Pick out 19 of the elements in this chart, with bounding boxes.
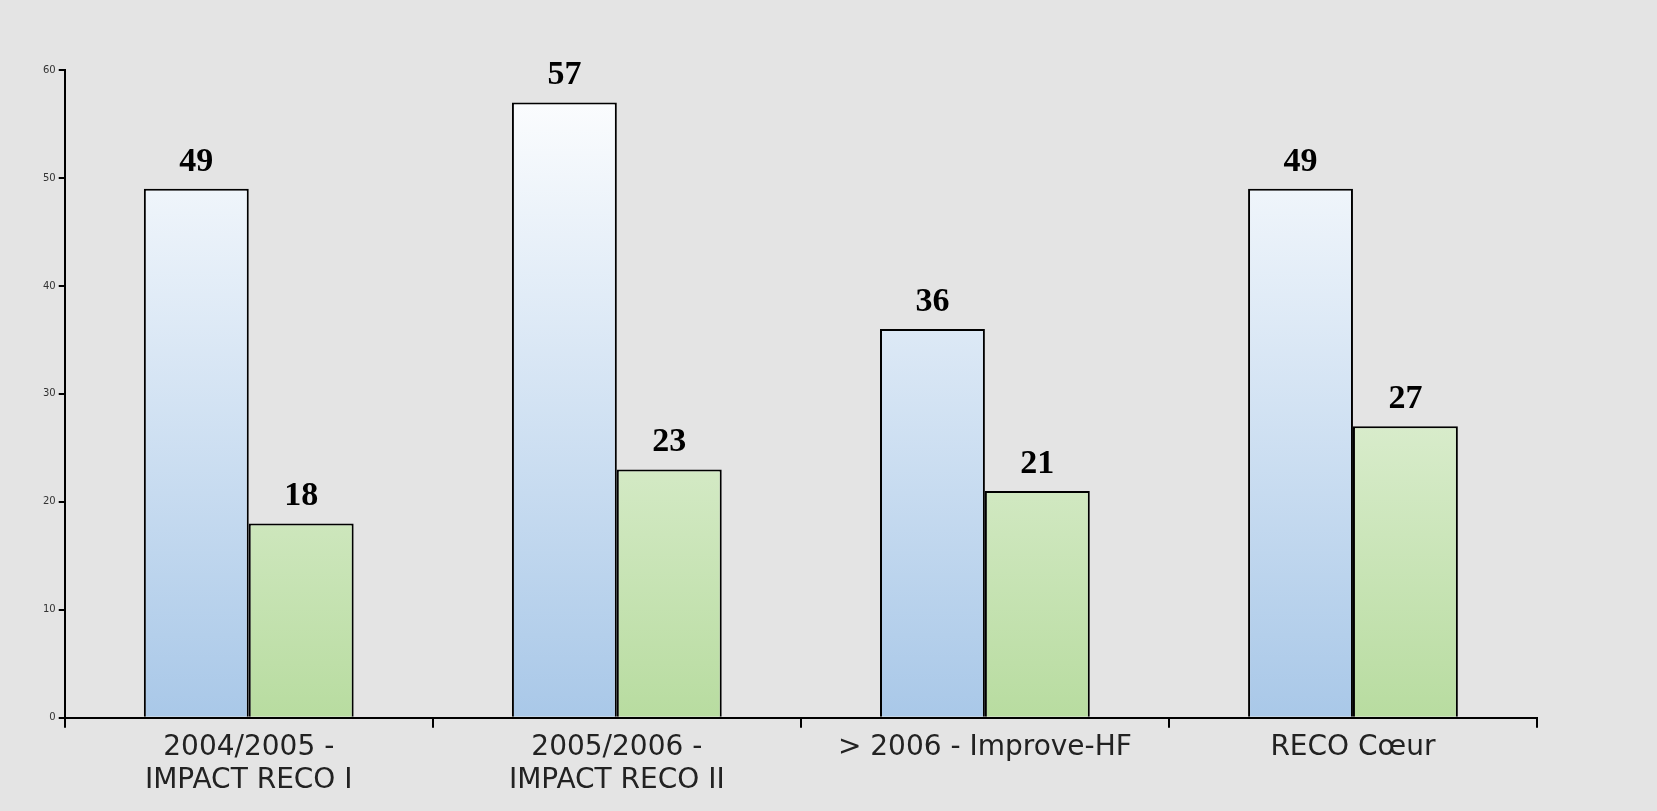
y-tick-label: 50 bbox=[42, 171, 56, 183]
data-label: 18 bbox=[284, 475, 319, 513]
y-tick-label: 30 bbox=[42, 387, 56, 399]
data-label: 36 bbox=[915, 280, 950, 318]
y-tick-label: 10 bbox=[42, 603, 56, 615]
data-label: 23 bbox=[652, 421, 687, 459]
y-tick-label: 60 bbox=[42, 63, 56, 75]
data-label: 57 bbox=[547, 54, 582, 92]
x-tick-label: 2004/2005 - IMPACT RECO I bbox=[144, 728, 353, 796]
data-label: 27 bbox=[1388, 378, 1423, 416]
y-tick-label: 40 bbox=[42, 279, 56, 291]
data-label: 21 bbox=[1020, 442, 1055, 480]
data-label: 49 bbox=[1283, 140, 1318, 178]
x-tick-label: > 2006 - Improve-HF bbox=[837, 728, 1132, 762]
data-label: 49 bbox=[179, 140, 214, 178]
y-tick-label: 20 bbox=[42, 495, 56, 507]
y-tick-label: 0 bbox=[49, 711, 56, 723]
x-tick-label: 2005/2006 - IMPACT RECO II bbox=[508, 728, 725, 796]
x-tick-label: RECO Cœur bbox=[1270, 728, 1436, 762]
